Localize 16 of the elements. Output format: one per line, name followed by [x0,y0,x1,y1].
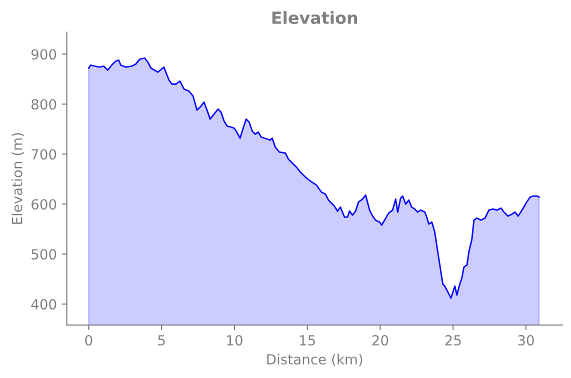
y-axis-title: Elevation (m) [12,133,24,224]
x-tick-label: 0 [85,335,92,346]
y-tick-label: 700 [32,149,56,160]
x-tick-label: 5 [158,335,165,346]
chart-title: Elevation [272,11,358,24]
x-tick-label: 30 [518,335,534,346]
x-tick-label: 15 [300,335,315,346]
x-tick-label: 25 [445,335,461,346]
x-tick-label: 10 [227,335,242,346]
x-tick-label: 20 [372,335,388,346]
y-tick-label: 400 [31,299,56,310]
y-tick-label: 900 [31,49,56,60]
y-tick-label: 800 [32,99,56,110]
x-axis-title: Distance (km) [267,354,362,366]
y-tick-label: 600 [32,199,56,210]
y-tick-label: 500 [32,249,56,260]
